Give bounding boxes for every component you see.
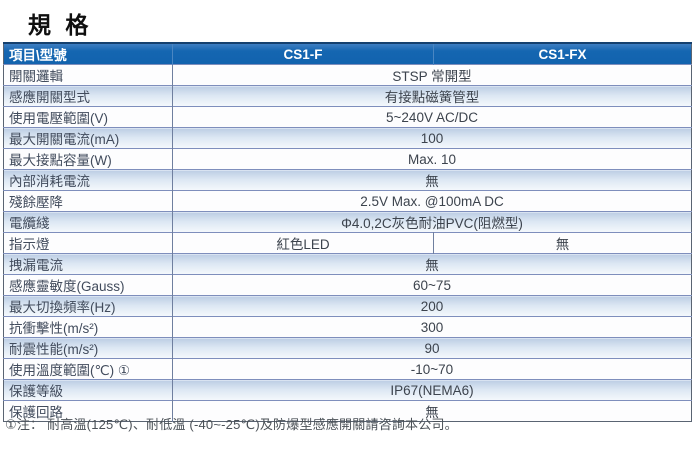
table-row: 最大接點容量(W) Max. 10 [3,148,692,170]
table-row: 內部消耗電流 無 [3,169,692,191]
table-row: 指示燈 紅色LED 無 [3,232,692,254]
table-row: 最大開關電流(mA) 100 [3,127,692,149]
table-row: 耐震性能(m/s²) 90 [3,337,692,359]
row-value: -10~70 [172,358,692,380]
table-row: 殘餘壓降 2.5V Max. @100mA DC [3,190,692,212]
table-row: 感應開關型式 有接點磁簧管型 [3,85,692,107]
row-label: 指示燈 [3,232,173,254]
row-value: 90 [172,337,692,359]
table-row: 保護等級 IP67(NEMA6) [3,379,692,401]
row-value: 2.5V Max. @100mA DC [172,190,692,212]
row-label: 感應開關型式 [3,85,173,107]
row-value-cs1fx: 無 [433,232,692,254]
table-row: 保護回路 無 [3,400,692,422]
row-label: 抗衝擊性(m/s²) [3,316,173,338]
row-label: 最大接點容量(W) [3,148,173,170]
row-label: 使用溫度範圍(℃) ① [3,358,173,380]
table-row: 開關邏輯 STSP 常開型 [3,64,692,86]
table-row: 最大切換頻率(Hz) 200 [3,295,692,317]
row-label: 使用電壓範圍(V) [3,106,173,128]
table-row: 抗衝擊性(m/s²) 300 [3,316,692,338]
spec-table: 項目\型號 CS1-F CS1-FX 開關邏輯 STSP 常開型 感應開關型式 … [3,42,692,422]
row-value: Max. 10 [172,148,692,170]
row-value: 有接點磁簧管型 [172,85,692,107]
row-value: STSP 常開型 [172,64,692,86]
table-row: 拽漏電流 無 [3,253,692,275]
row-value: 無 [172,400,692,422]
row-label: 保護等級 [3,379,173,401]
row-label: 內部消耗電流 [3,169,173,191]
row-label: 電纜綫 [3,211,173,233]
row-value: IP67(NEMA6) [172,379,692,401]
row-label: 耐震性能(m/s²) [3,337,173,359]
table-row: 使用溫度範圍(℃) ① -10~70 [3,358,692,380]
row-label: 殘餘壓降 [3,190,173,212]
page-title: 規 格 [28,12,93,38]
header-item-col: 項目\型號 [3,42,173,65]
row-value: 無 [172,169,692,191]
row-value: 200 [172,295,692,317]
row-label: 拽漏電流 [3,253,173,275]
row-label: 最大開關電流(mA) [3,127,173,149]
header-model-cs1fx: CS1-FX [433,42,692,65]
table-header-row: 項目\型號 CS1-F CS1-FX [3,42,692,65]
row-value: 5~240V AC/DC [172,106,692,128]
row-label: 保護回路 [3,400,173,422]
table-row: 感應靈敏度(Gauss) 60~75 [3,274,692,296]
table-row: 電纜綫 Φ4.0,2C灰色耐油PVC(阻燃型) [3,211,692,233]
row-value-cs1f: 紅色LED [172,232,434,254]
row-value: 300 [172,316,692,338]
header-model-cs1f: CS1-F [172,42,434,65]
row-label: 感應靈敏度(Gauss) [3,274,173,296]
row-value: Φ4.0,2C灰色耐油PVC(阻燃型) [172,211,692,233]
table-row: 使用電壓範圍(V) 5~240V AC/DC [3,106,692,128]
row-value: 無 [172,253,692,275]
row-label: 開關邏輯 [3,64,173,86]
row-value: 100 [172,127,692,149]
row-value: 60~75 [172,274,692,296]
footnote: ①注： 耐高溫(125℃)、耐低溫 (-40~-25℃)及防爆型感應開關請咨詢本… [5,417,458,432]
row-label: 最大切換頻率(Hz) [3,295,173,317]
